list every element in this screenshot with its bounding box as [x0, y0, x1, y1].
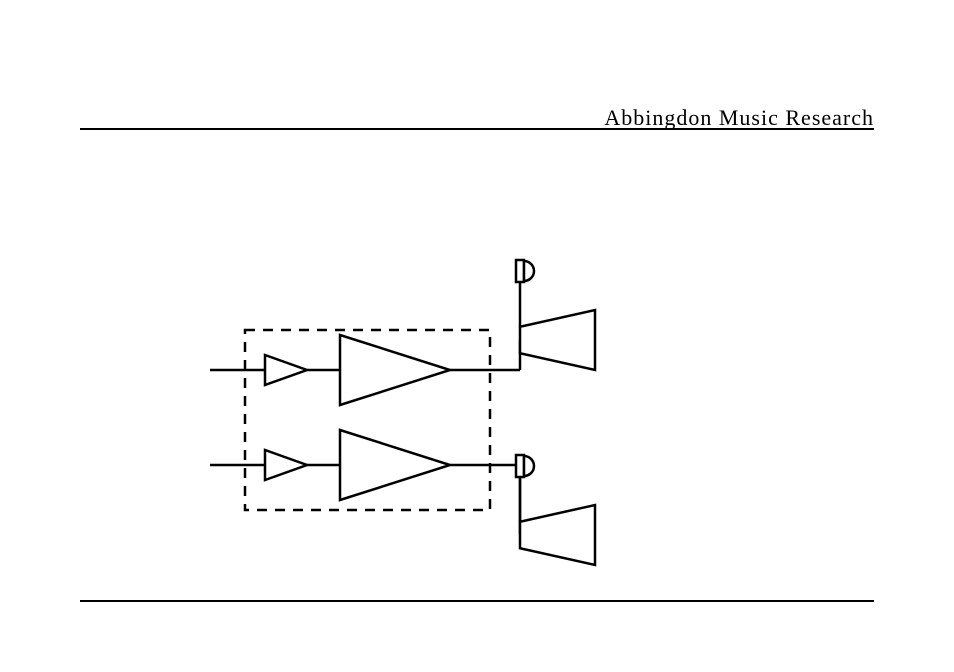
rule-bottom — [80, 600, 874, 602]
page: Abbingdon Music Research — [0, 0, 954, 672]
bottom-tweeter-dome — [524, 456, 534, 476]
top-preamp — [265, 355, 307, 385]
amplifier-diagram — [210, 250, 730, 570]
bottom-poweramp — [340, 430, 450, 500]
top-poweramp — [340, 335, 450, 405]
diagram-svg — [210, 250, 730, 580]
top-speaker-cabinet — [520, 310, 595, 370]
top-tweeter-dome — [524, 261, 534, 281]
rule-top — [80, 128, 874, 130]
bottom-preamp — [265, 450, 307, 480]
bottom-speaker-cabinet — [520, 505, 595, 565]
